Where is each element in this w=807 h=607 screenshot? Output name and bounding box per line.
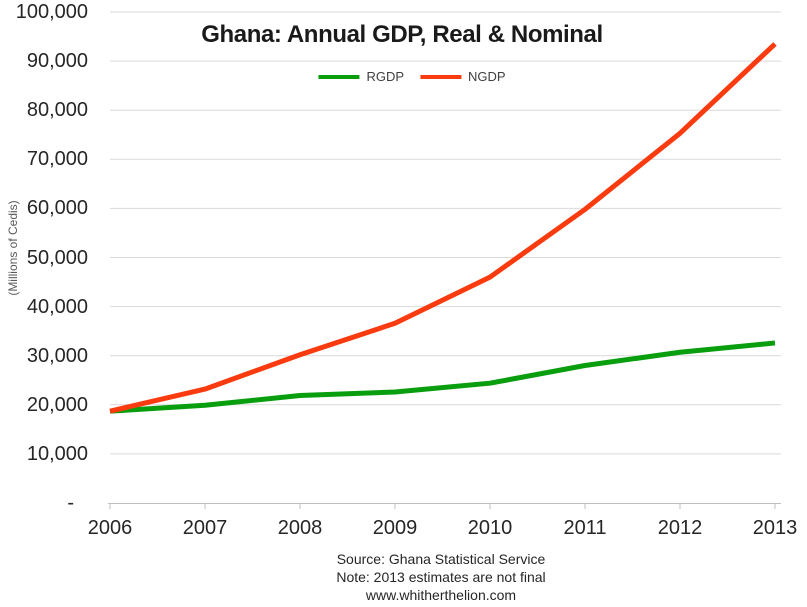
y-axis-tick-label: 50,000	[26, 246, 88, 269]
chart-footer: Source: Ghana Statistical Service Note: …	[336, 551, 545, 603]
x-axis-tick-label: 2009	[372, 517, 418, 539]
y-axis-tick-label: 70,000	[26, 148, 88, 171]
y-axis-tick-label: 90,000	[26, 50, 88, 73]
y-axis-tick-label: 10,000	[26, 442, 88, 465]
x-axis-tick-label: 2010	[467, 517, 513, 539]
x-axis-tick-label: 2008	[277, 517, 323, 539]
y-axis-tick-label: 30,000	[26, 344, 88, 367]
footer-note: Note: 2013 estimates are not final	[336, 569, 546, 585]
legend-swatch-ngdp-line-icon	[420, 74, 461, 79]
legend-label-rgdp: RGDP	[366, 69, 404, 84]
y-axis-tick-label: -	[67, 492, 74, 514]
y-axis-tick-label: 20,000	[26, 393, 88, 416]
x-axis-tick-label: 2006	[87, 517, 133, 539]
x-axis-tick-label: 2011	[563, 517, 607, 539]
x-axis-tick-label: 2012	[657, 517, 703, 539]
legend-item-rgdp: RGDP	[318, 69, 404, 84]
footer-website: www.whitherthelion.com	[365, 587, 517, 603]
legend-label-ngdp: NGDP	[468, 69, 506, 84]
x-axis-tick-label: 2013	[752, 517, 798, 539]
legend: RGDP NGDP	[318, 69, 506, 84]
y-axis-tick-label: 60,000	[26, 197, 88, 220]
series-line-rgdp	[109, 340, 776, 414]
series-line-ngdp	[109, 42, 777, 414]
y-axis-tick-label: 100,000	[15, 1, 88, 23]
legend-swatch-rgdp-line-icon	[318, 74, 360, 79]
chart-title: Ghana: Annual GDP, Real & Nominal	[201, 21, 603, 48]
legend-item-ngdp: NGDP	[420, 69, 506, 84]
y-axis-tick-label: 80,000	[26, 99, 88, 122]
y-axis-tick-label: 40,000	[26, 295, 88, 318]
x-axis-tick-label: 2007	[182, 517, 228, 539]
footer-source: Source: Ghana Statistical Service	[336, 551, 546, 567]
